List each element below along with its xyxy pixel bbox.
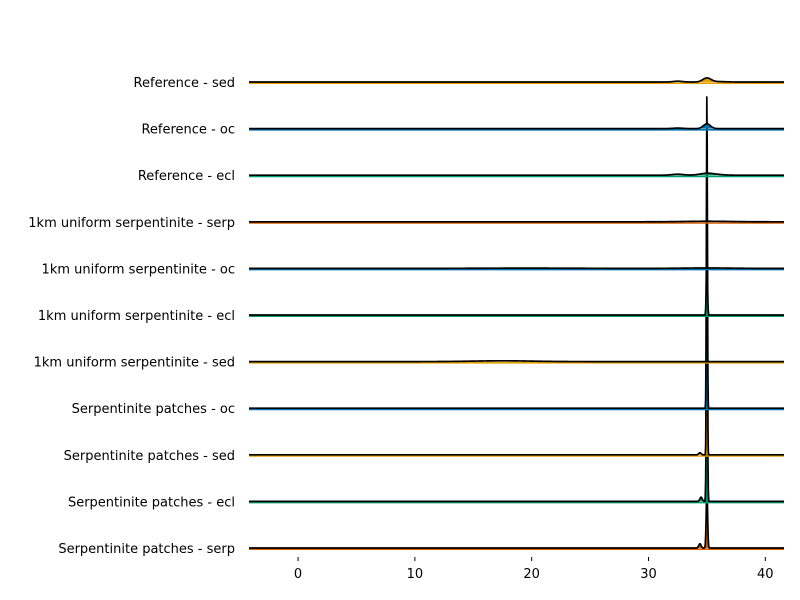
ridge-line (248, 96, 785, 410)
x-tick-label: 40 (757, 567, 774, 582)
ridge-line (248, 122, 785, 130)
ridge-8 (248, 168, 785, 457)
ridge-line (248, 254, 785, 316)
y-labels-group: Serpentinite patches - serp Serpentinite … (28, 76, 235, 557)
ridge-label: 1km uniform serpentinite - oc (42, 262, 235, 277)
ridge-5 (248, 254, 785, 318)
ridge-label: Serpentinite patches - sed (64, 449, 235, 464)
x-tick-label: 30 (640, 567, 657, 582)
ridge-label: Serpentinite patches - ecl (68, 495, 235, 510)
x-tick-label: 20 (523, 567, 540, 582)
ridge-0 (248, 77, 785, 84)
ridge-3 (248, 220, 785, 224)
ridge-line (248, 77, 785, 83)
ridge-fill (249, 169, 784, 455)
ridge-label: Reference - oc (141, 123, 235, 138)
ridge-line (248, 489, 785, 549)
ridge-fill (249, 490, 784, 548)
ridge-1 (248, 122, 785, 131)
ridge-line (248, 220, 785, 223)
ridge-label: Serpentinite patches - oc (72, 402, 235, 417)
ridge-6 (248, 359, 785, 364)
ridge-line (248, 291, 785, 503)
ridge-fill (249, 292, 784, 502)
ridge-7 (248, 96, 785, 411)
x-tick-label: 0 (294, 567, 302, 582)
ridge-line (248, 359, 785, 363)
ridge-4 (248, 267, 785, 271)
ridge-label: Reference - ecl (138, 169, 235, 184)
ridge-label: Serpentinite patches - serp (58, 542, 235, 557)
ridge-line (248, 168, 785, 456)
ridge-fill (249, 254, 784, 315)
ridge-line (248, 172, 785, 177)
ridge-label: Reference - sed (134, 76, 235, 91)
ridge-10 (248, 489, 785, 551)
ridge-9 (248, 291, 785, 504)
x-axis: 0 10 20 30 40 (294, 557, 774, 582)
ridge-label: 1km uniform serpentinite - serp (28, 216, 235, 231)
ridge-label: 1km uniform serpentinite - sed (34, 356, 235, 371)
ridges-group (248, 77, 785, 551)
ridge-label: 1km uniform serpentinite - ecl (38, 309, 235, 324)
ridge-2 (248, 172, 785, 178)
x-tick-label: 10 (407, 567, 424, 582)
